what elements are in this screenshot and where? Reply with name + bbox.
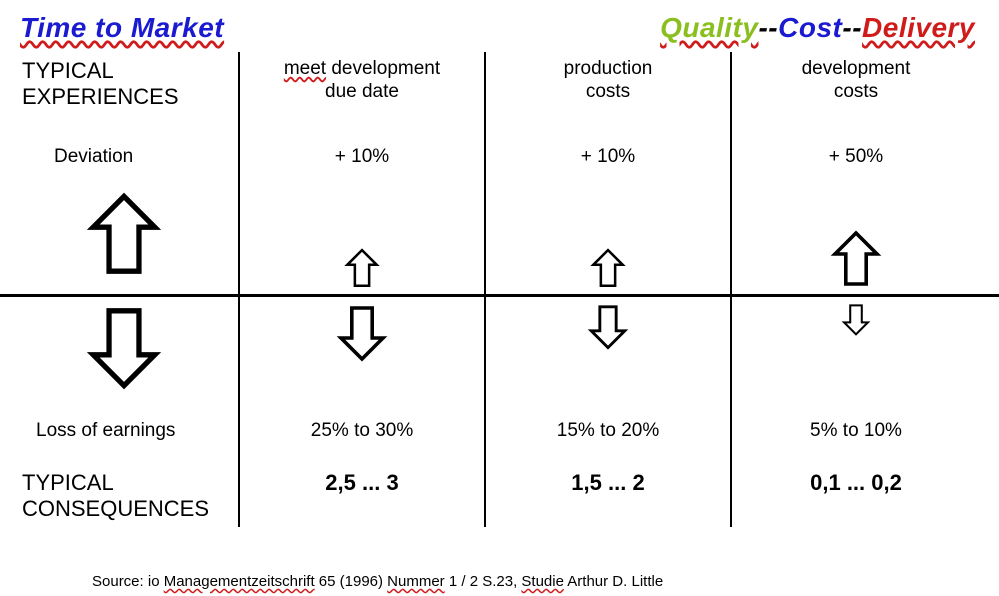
exp-l1: TYPICAL	[22, 58, 114, 83]
title-time-to-market: Time to Market	[20, 12, 224, 44]
deviation-text: Deviation	[54, 146, 133, 167]
big-down-arrow	[80, 302, 168, 395]
col-header: meet developmentdue date	[247, 58, 477, 104]
col-3: developmentcosts + 50% 5% to 10% 0,1 ... 0,…	[741, 52, 971, 527]
col-header-l1: meet development	[284, 58, 440, 79]
source-citation: Source: io Managementzeitschrift 65 (199…	[92, 573, 663, 590]
vline-2	[484, 52, 486, 527]
deviation-value: + 10%	[493, 146, 723, 168]
qcd-cost: Cost	[778, 12, 842, 43]
up-arrow-icon	[341, 248, 383, 295]
ratio-value: 1,5 ... 2	[493, 470, 723, 496]
col-header-l1: production	[564, 58, 653, 79]
loss-text: Loss of earnings	[36, 420, 175, 441]
ratio-value: 0,1 ... 0,2	[741, 470, 971, 496]
cons-l1: TYPICAL	[22, 470, 114, 495]
col-header-l1: development	[802, 58, 911, 79]
qcd-sep1: --	[758, 12, 778, 43]
title-row: Time to Market Quality--Cost--Delivery	[18, 12, 981, 52]
col-header: developmentcosts	[741, 58, 971, 104]
exp-l2: EXPERIENCES	[22, 84, 179, 109]
qcd-delivery: Delivery	[862, 12, 975, 43]
down-arrow-icon	[584, 302, 632, 355]
label-typical-consequences: TYPICAL CONSEQUENCES	[22, 470, 209, 523]
big-up-arrow	[80, 192, 168, 285]
up-arrow-icon	[826, 230, 886, 295]
deviation-value: + 10%	[247, 146, 477, 168]
loss-value: 25% to 30%	[247, 420, 477, 442]
down-arrow-icon	[839, 302, 873, 341]
down-arrow-icon	[332, 302, 392, 367]
ratio-value: 2,5 ... 3	[247, 470, 477, 496]
qcd-quality: Quality	[660, 12, 758, 43]
col-header: productioncosts	[493, 58, 723, 104]
label-deviation: Deviation	[54, 146, 133, 169]
cons-l2: CONSEQUENCES	[22, 496, 209, 521]
loss-value: 15% to 20%	[493, 420, 723, 442]
col-header-l2: costs	[834, 81, 878, 102]
col-header-l2: costs	[586, 81, 630, 102]
col-1: meet developmentdue date + 10% 25% to 30% 2…	[247, 52, 477, 527]
vline-1	[238, 52, 240, 527]
col-header-l2: due date	[325, 81, 399, 102]
label-typical-experiences: TYPICAL EXPERIENCES	[22, 58, 179, 111]
diagram-grid: TYPICAL EXPERIENCES Deviation Loss of ea…	[18, 52, 980, 527]
vline-3	[730, 52, 732, 527]
label-loss: Loss of earnings	[36, 420, 175, 443]
col-2: productioncosts + 10% 15% to 20% 1,5 ... 2	[493, 52, 723, 527]
title-qcd: Quality--Cost--Delivery	[660, 12, 975, 44]
up-arrow-icon	[587, 248, 629, 295]
qcd-sep2: --	[842, 12, 862, 43]
deviation-value: + 50%	[741, 146, 971, 168]
loss-value: 5% to 10%	[741, 420, 971, 442]
